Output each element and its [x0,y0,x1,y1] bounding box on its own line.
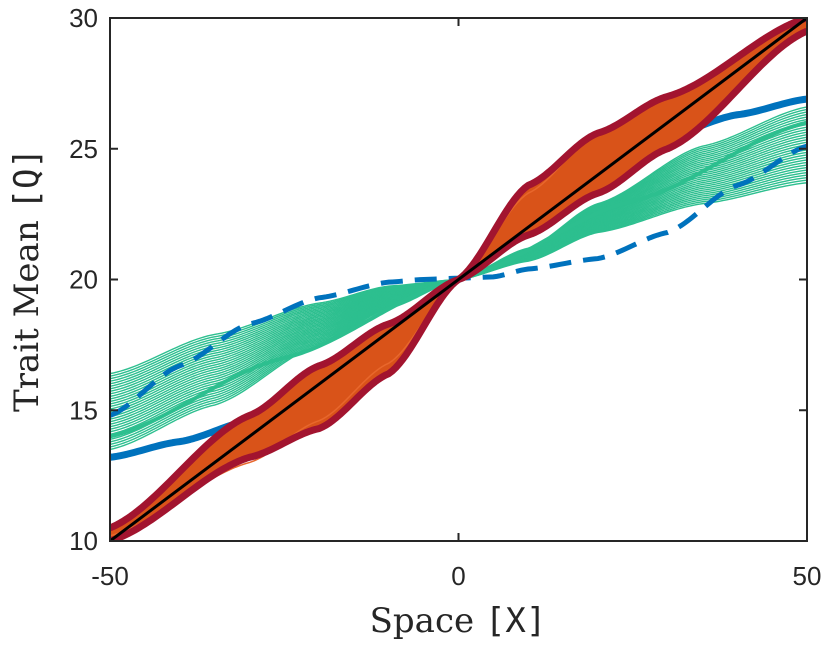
y-tick-label: 10 [69,526,98,556]
black-reference-line [110,18,807,541]
y-tick-label: 30 [69,3,98,33]
x-tick-label: 0 [451,561,465,591]
y-tick-label: 15 [69,395,98,425]
y-tick-label: 20 [69,265,98,295]
x-axis-label: Space [X] [370,601,547,641]
y-axis-label: Trait Mean [Q] [7,148,47,412]
x-tick-label: 50 [793,561,822,591]
tick-layer: 10 15 20 25 30 -50 0 50 [69,3,821,591]
series-layer [110,18,807,541]
x-tick-label: -50 [91,561,129,591]
y-tick-label: 25 [69,134,98,164]
